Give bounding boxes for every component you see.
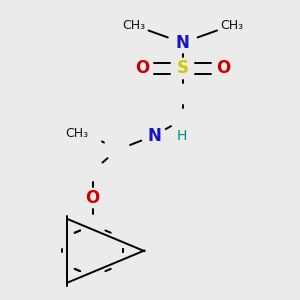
Text: O: O: [135, 59, 149, 77]
Text: O: O: [85, 189, 100, 207]
Text: N: N: [147, 127, 161, 145]
Text: CH₃: CH₃: [220, 19, 243, 32]
Text: CH₃: CH₃: [65, 128, 89, 140]
Text: S: S: [177, 59, 189, 77]
Text: O: O: [217, 59, 231, 77]
Text: H: H: [177, 129, 187, 142]
Text: CH₃: CH₃: [122, 19, 145, 32]
Text: N: N: [176, 34, 190, 52]
